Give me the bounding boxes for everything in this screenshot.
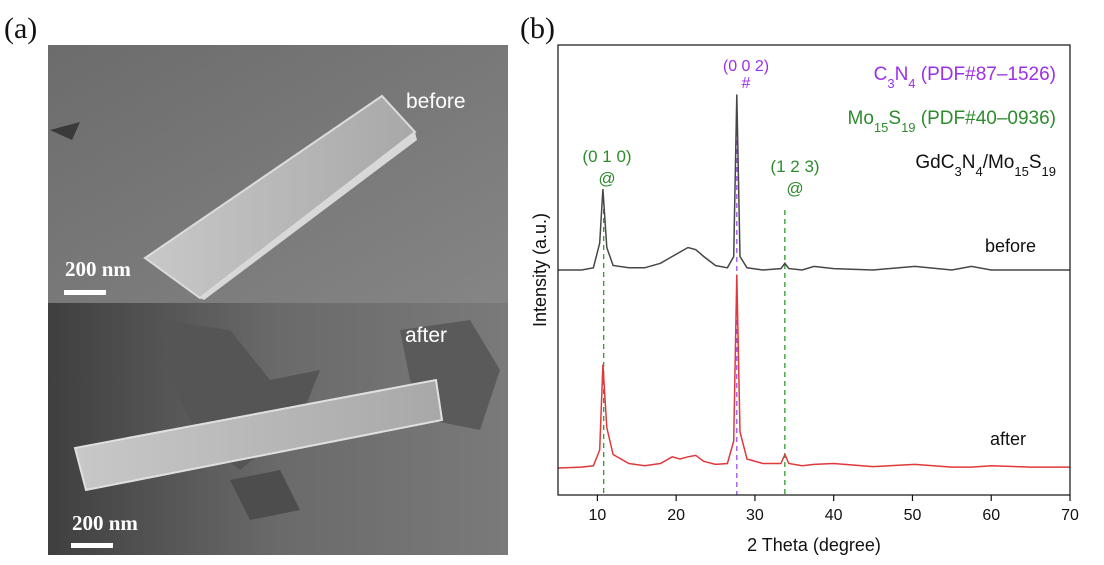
sem-label: after	[405, 324, 447, 347]
peak-annotation: (0 0 2)	[723, 58, 769, 75]
legend-text: N	[962, 152, 976, 173]
legend-text: Mo	[848, 108, 874, 129]
legend-text: 3	[954, 164, 961, 179]
peak-annotation: #	[742, 75, 751, 92]
scale-label: 200 nm	[65, 257, 131, 281]
legend-text: (PDF#40–0936)	[916, 108, 1056, 129]
y-axis-label: Intensity (a.u.)	[530, 213, 550, 327]
x-tick-label: 60	[982, 507, 1000, 524]
legend-text: GdC	[915, 152, 954, 173]
xrd-chart: before after 10 20 30 40 50 60 70 2 Theta (degree…	[530, 45, 1079, 555]
legend-text: 19	[901, 120, 915, 135]
panel-label: (b)	[520, 12, 555, 45]
legend-text: 3	[887, 76, 894, 91]
legend-text: S	[1029, 152, 1042, 173]
x-axis-label: 2 Theta (degree)	[747, 535, 881, 555]
legend-text: S	[888, 108, 901, 129]
scale-label: 200 nm	[72, 511, 138, 535]
legend-text: N	[895, 64, 909, 85]
legend-text: (PDF#87–1526)	[916, 64, 1056, 85]
legend-text: 4	[908, 76, 915, 91]
x-tick-label: 50	[904, 507, 922, 524]
figure: (a) (b) before 200 nm after 200 nm befor…	[0, 0, 1104, 565]
x-tick-label: 40	[825, 507, 843, 524]
sem-before: before 200 nm	[48, 45, 508, 303]
peak-annotation: @	[598, 169, 615, 188]
legend-text: /Mo	[983, 152, 1015, 173]
legend-text: 15	[1014, 164, 1028, 179]
x-tick-label: 10	[588, 507, 606, 524]
panel-label: (a)	[4, 12, 37, 45]
peak-annotation: (0 1 0)	[582, 147, 631, 166]
x-tick-label: 20	[667, 507, 685, 524]
x-tick-label: 70	[1061, 507, 1079, 524]
sem-after: after 200 nm	[48, 303, 508, 555]
peak-annotation: @	[786, 179, 803, 198]
sem-label: before	[406, 90, 466, 113]
legend-entry: C3N4 (PDF#87–1526)	[874, 64, 1056, 91]
legend-entry: GdC3N4/Mo15S19	[915, 152, 1056, 179]
series-label: before	[985, 236, 1036, 256]
legend-text: 15	[874, 120, 888, 135]
series-label: after	[990, 429, 1026, 449]
peak-annotation: (1 2 3)	[770, 157, 819, 176]
legend-text: 4	[975, 164, 982, 179]
x-tick-label: 30	[746, 507, 764, 524]
legend-text: 19	[1042, 164, 1056, 179]
legend-entry: Mo15S19 (PDF#40–0936)	[848, 108, 1057, 135]
legend-text: C	[874, 64, 888, 85]
